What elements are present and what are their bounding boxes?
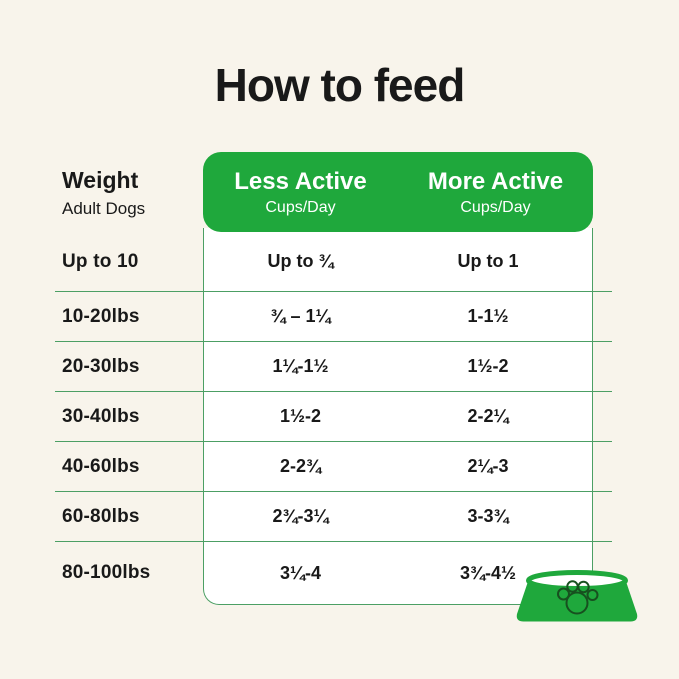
weight-range-cell: 30-40lbs bbox=[62, 405, 140, 427]
more-active-amount-cell: 1½-2 bbox=[467, 356, 509, 376]
table-row: 80-100lbs 3¼-4 3¾-4½ bbox=[55, 542, 612, 604]
table-row: 30-40lbs 1½-2 2-2¼ bbox=[55, 392, 612, 442]
weight-range-cell: 20-30lbs bbox=[62, 355, 140, 377]
table-row: 20-30lbs 1¼-1½ 1½-2 bbox=[55, 342, 612, 392]
weight-range-cell: 40-60lbs bbox=[62, 455, 140, 477]
column-sublabel: Cups/Day bbox=[265, 198, 336, 216]
paw-print-icon bbox=[557, 580, 599, 615]
less-active-amount-cell: 2-2¾ bbox=[279, 456, 322, 476]
weight-sublabel: Adult Dogs bbox=[62, 199, 146, 218]
less-active-amount-cell: 3¼-4 bbox=[279, 562, 322, 583]
table-row: 40-60lbs 2-2¾ 2¼-3 bbox=[55, 442, 612, 492]
weight-range-cell: 10-20lbs bbox=[62, 305, 140, 327]
column-header-less-active: Less Active Cups/Day bbox=[203, 152, 398, 232]
less-active-amount-cell: Up to ¾ bbox=[267, 251, 334, 271]
more-active-amount-cell: 3-3¾ bbox=[467, 506, 509, 526]
more-active-amount-cell: Up to 1 bbox=[457, 251, 519, 271]
weight-range-cell: 80-100lbs bbox=[62, 562, 151, 583]
dog-bowl-icon bbox=[516, 570, 638, 622]
weight-range-cell: Up to 10 bbox=[62, 250, 139, 272]
more-active-amount-cell: 2-2¼ bbox=[467, 406, 509, 426]
less-active-amount-cell: 1½-2 bbox=[279, 406, 322, 426]
table-row: Up to 10 Up to ¾ Up to 1 bbox=[55, 232, 612, 292]
table-panel bbox=[203, 228, 593, 605]
more-active-amount-cell: 1-1½ bbox=[467, 306, 509, 326]
weight-label: Weight bbox=[62, 167, 139, 193]
page-title: How to feed bbox=[214, 59, 466, 111]
table-rows: Up to 10 Up to ¾ Up to 1 10-20lbs ¾ – 1¼… bbox=[55, 232, 612, 604]
weight-range-cell: 60-80lbs bbox=[62, 505, 140, 527]
weight-column-header: Weight Adult Dogs bbox=[62, 167, 145, 219]
column-header-more-active: More Active Cups/Day bbox=[398, 152, 593, 232]
more-active-amount-cell: 3¾-4½ bbox=[459, 562, 517, 583]
more-active-amount-cell: 2¼-3 bbox=[467, 456, 509, 476]
activity-columns-header: Less Active Cups/Day More Active Cups/Da… bbox=[203, 152, 593, 232]
table-row: 10-20lbs ¾ – 1¼ 1-1½ bbox=[55, 292, 612, 342]
less-active-amount-cell: 2¾-3¼ bbox=[272, 506, 329, 526]
column-label: More Active bbox=[427, 167, 564, 195]
less-active-amount-cell: ¾ – 1¼ bbox=[270, 306, 331, 326]
column-sublabel: Cups/Day bbox=[460, 198, 531, 216]
less-active-amount-cell: 1¼-1½ bbox=[272, 356, 329, 376]
column-label: Less Active bbox=[234, 167, 367, 195]
table-row: 60-80lbs 2¾-3¼ 3-3¾ bbox=[55, 492, 612, 542]
